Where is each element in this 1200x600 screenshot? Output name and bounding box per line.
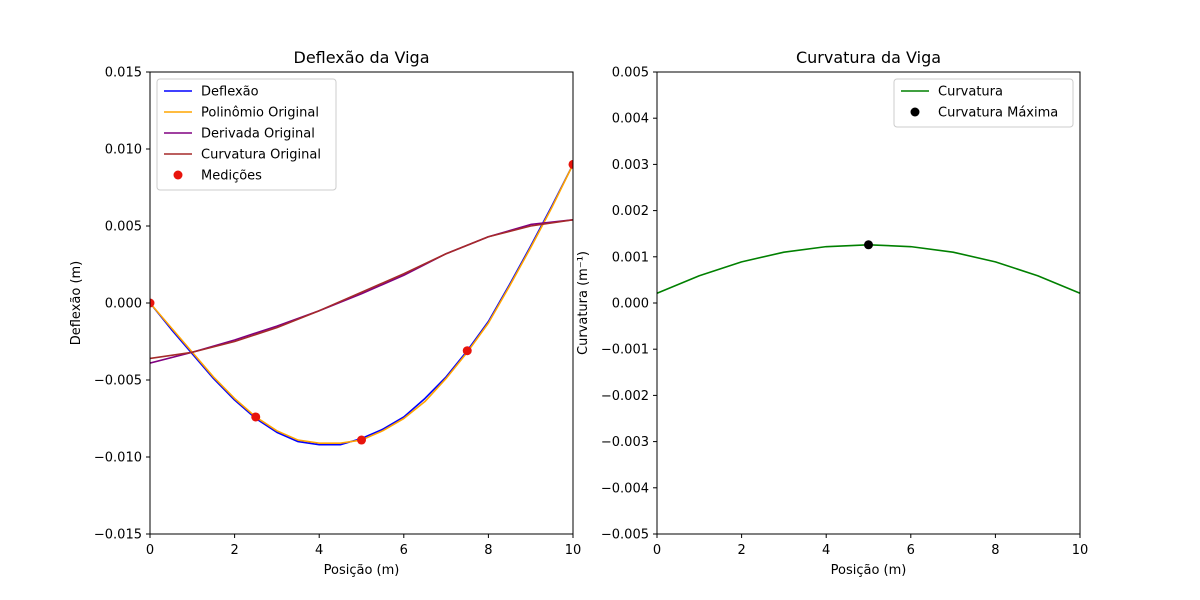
legend-label: Medições [201, 169, 262, 184]
y-tick-label: 0.005 [612, 66, 649, 81]
x-tick-label: 8 [484, 543, 492, 558]
legend-box [156, 78, 337, 191]
deflection-chart: 0 2 4 6 8 10 −0.015 −0.010 −0.005 0.000 0.005 0.010… [69, 48, 581, 578]
x-tick-label: 4 [822, 543, 830, 558]
legend-marker [910, 107, 920, 117]
x-axis-label: Posição (m) [831, 563, 907, 578]
legend-label: Derivada Original [201, 127, 315, 142]
x-tick-label: 10 [1072, 543, 1089, 558]
x-tick-label: 4 [315, 543, 323, 558]
x-tick-label: 2 [230, 543, 238, 558]
y-tick-label: −0.003 [601, 435, 649, 450]
x-tick-label: 10 [565, 543, 582, 558]
y-tick-label: 0.002 [612, 204, 649, 219]
y-tick-label: −0.005 [94, 374, 142, 389]
y-tick-label: 0.001 [612, 250, 649, 265]
y-tick-label: 0.000 [612, 297, 649, 312]
scatter-point [462, 346, 472, 356]
y-tick-label: 0.010 [105, 143, 142, 158]
curvature-chart: 0 2 4 6 8 10 −0.005 −0.004 −0.003 −0.002 −0.001 0.0… [576, 48, 1088, 578]
y-tick-label: −0.001 [601, 343, 649, 358]
scatter-point [150, 298, 155, 308]
legend-label: Polinômio Original [201, 106, 319, 121]
chart-title: Curvatura da Viga [796, 48, 941, 67]
x-tick-label: 6 [400, 543, 408, 558]
legend-label: Deflexão [201, 85, 259, 100]
y-tick-label: 0.003 [612, 158, 649, 173]
series-line-curvatura-original [150, 219, 573, 360]
x-axis-label: Posição (m) [324, 563, 400, 578]
plot-area [657, 240, 1080, 295]
y-tick-label: −0.015 [94, 528, 142, 543]
y-tick-label: 0.015 [105, 66, 142, 81]
x-tick-label: 0 [146, 543, 154, 558]
y-axis-label: Deflexão (m) [69, 261, 84, 346]
scatter-point [251, 412, 261, 422]
plot-area [150, 159, 573, 446]
y-tick-label: −0.002 [601, 389, 649, 404]
scatter-point [864, 240, 873, 250]
legend: Deflexão Polinômio Original Derivada Origi… [156, 78, 337, 191]
legend-label: Curvatura [938, 85, 1003, 100]
scatter-point [357, 435, 366, 445]
x-tick-label: 2 [737, 543, 745, 558]
x-tick-label: 6 [907, 543, 915, 558]
legend: Curvatura Curvatura Máxima [893, 78, 1074, 128]
y-tick-label: 0.005 [105, 220, 142, 235]
y-tick-label: 0.004 [612, 112, 649, 127]
chart-title: Deflexão da Viga [294, 48, 430, 67]
y-tick-label: −0.005 [601, 528, 649, 543]
x-tick-label: 0 [653, 543, 661, 558]
series-line-polin-mio-original [150, 164, 573, 444]
y-axis-label: Curvatura (m⁻¹) [576, 251, 591, 355]
y-tick-label: −0.010 [94, 451, 142, 466]
legend-box [893, 78, 1074, 128]
legend-label: Curvatura Original [201, 148, 321, 163]
x-tick-label: 8 [991, 543, 999, 558]
y-tick-label: −0.004 [601, 481, 649, 496]
scatter-point [568, 159, 573, 169]
y-tick-label: 0.000 [105, 297, 142, 312]
legend-marker [173, 170, 183, 180]
legend-label: Curvatura Máxima [938, 106, 1058, 121]
